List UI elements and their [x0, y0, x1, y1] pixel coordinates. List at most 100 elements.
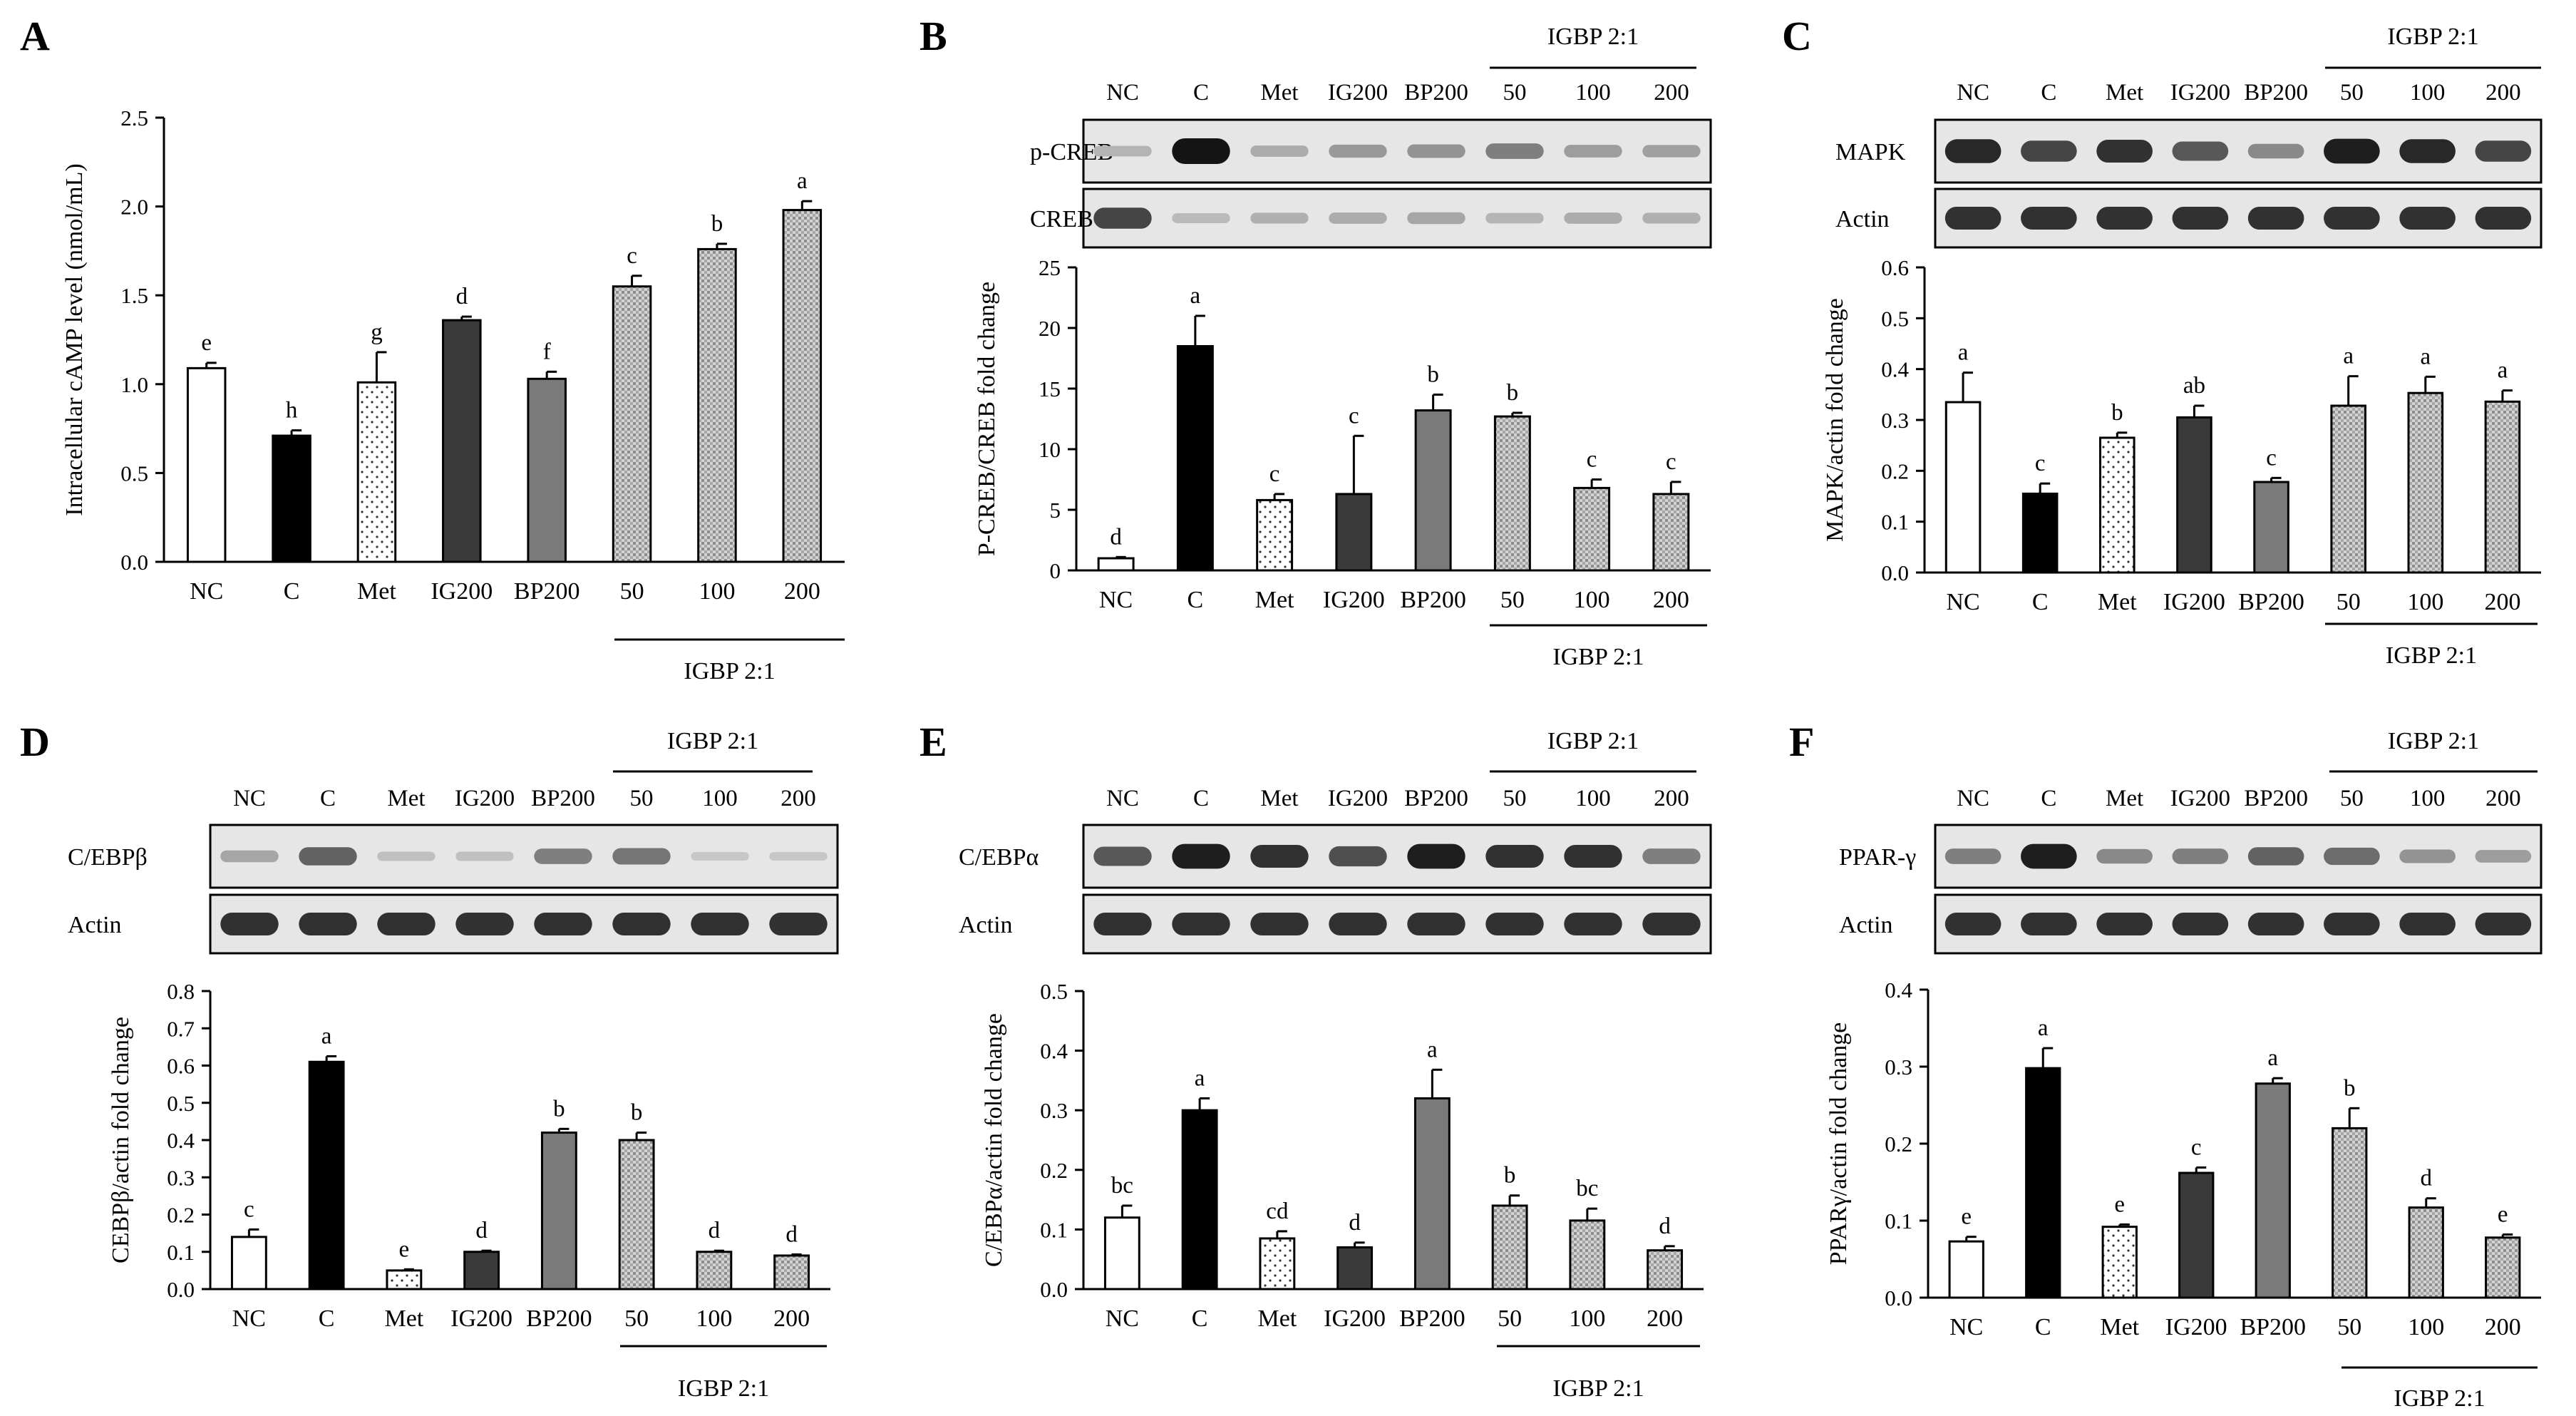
blot-row-label: C/EBPβ — [68, 844, 148, 871]
bar — [696, 1251, 733, 1291]
blot-band — [1642, 145, 1701, 158]
blot-band — [1407, 212, 1465, 225]
x-tick-label: NC — [1099, 587, 1133, 613]
panel-e: E NC C Met IG200 BP200 50 100 200 IGBP 2:1 C/EBPα A… — [919, 719, 1712, 1402]
significance-letter: bc — [1111, 1173, 1133, 1199]
group-label: IGBP 2:1 — [1552, 644, 1644, 670]
blot-band — [2096, 848, 2153, 864]
group-label: IGBP 2:1 — [2386, 642, 2477, 669]
blot-band — [769, 912, 828, 936]
significance-letter: a — [797, 168, 808, 194]
blot-band — [2475, 140, 2532, 162]
blot-band — [1485, 844, 1544, 868]
x-tick-label: 50 — [624, 1305, 649, 1332]
blot-band — [2475, 850, 2532, 863]
panel-letter: A — [20, 13, 50, 59]
blot-lane-label: 100 — [2410, 786, 2446, 811]
significance-letter: b — [711, 211, 723, 237]
y-tick-label: 0.5 — [167, 1091, 195, 1116]
blot-band — [1172, 843, 1230, 869]
significance-letter: b — [1504, 1163, 1516, 1189]
bar — [2101, 1226, 2138, 1299]
blot-band — [1407, 843, 1465, 869]
blot-row-label: Actin — [68, 912, 122, 938]
x-tick-label: BP200 — [2240, 1314, 2306, 1340]
blot-band — [1485, 212, 1544, 224]
blot-band — [1329, 212, 1387, 224]
y-axis-label: P-CREB/CREB fold change — [974, 282, 1000, 556]
bar — [1647, 1249, 1684, 1291]
x-tick-label: Met — [2098, 589, 2137, 615]
bar — [1256, 498, 1294, 572]
x-tick-label: 100 — [1574, 587, 1610, 613]
blot-band — [534, 912, 592, 936]
x-tick-label: BP200 — [1400, 587, 1466, 613]
bar — [697, 247, 737, 563]
y-tick-label: 0.3 — [167, 1165, 195, 1190]
significance-letter: h — [286, 398, 298, 424]
blot-lane-label: C — [2041, 786, 2056, 811]
blot-band — [1485, 912, 1544, 936]
significance-letter: c — [1587, 447, 1597, 473]
blot-band — [1172, 138, 1230, 164]
bar — [1414, 409, 1452, 572]
y-tick-label: 0.2 — [1885, 1132, 1912, 1156]
y-tick-label: 0.0 — [1881, 560, 1909, 585]
group-label: IGBP 2:1 — [684, 658, 775, 684]
y-tick-label: 0 — [1050, 558, 1061, 583]
blot-group-label: IGBP 2:1 — [1547, 24, 1639, 50]
bar — [1335, 493, 1373, 572]
bar — [2330, 404, 2366, 574]
blot-band — [2324, 206, 2380, 230]
significance-letter: e — [2114, 1191, 2125, 1217]
significance-letter: e — [2498, 1201, 2508, 1227]
blot-lane-label: Met — [2106, 80, 2143, 106]
blot-lane-label: IG200 — [2170, 786, 2230, 811]
y-tick-label: 5 — [1050, 498, 1061, 523]
significance-letter: a — [321, 1023, 332, 1049]
blot-row-label: MAPK — [1835, 139, 1906, 165]
blot-band — [1093, 145, 1152, 157]
significance-letter: c — [1349, 403, 1359, 429]
blot-lane-label: IG200 — [2170, 80, 2230, 106]
bar — [2408, 1206, 2444, 1299]
blot-band — [1093, 912, 1152, 936]
blot-lane-label: BP200 — [1404, 786, 1468, 811]
bar — [1103, 1216, 1140, 1291]
x-tick-label: BP200 — [2238, 589, 2304, 615]
blot-band — [2096, 139, 2153, 163]
blot-band — [2247, 206, 2304, 230]
significance-letter: a — [2498, 358, 2508, 384]
blot-group-label: IGBP 2:1 — [2387, 24, 2478, 50]
blot-group-label: IGBP 2:1 — [2388, 728, 2479, 754]
y-tick-label: 0.4 — [167, 1128, 195, 1153]
blot-lane-label: C — [320, 786, 336, 811]
blot-band — [2399, 139, 2456, 163]
x-tick-label: 100 — [1569, 1305, 1605, 1332]
blot-lane-label: BP200 — [531, 786, 595, 811]
blot-lane-label: 50 — [2340, 80, 2364, 106]
y-tick-label: 0.1 — [1885, 1209, 1912, 1233]
blot-row-label: Actin — [1839, 912, 1893, 938]
x-tick-label: 50 — [1500, 587, 1525, 613]
significance-letter: d — [785, 1221, 798, 1247]
blot-band — [1944, 139, 2001, 163]
bar — [1176, 345, 1214, 572]
blot-lane-label: Met — [2106, 786, 2143, 811]
y-tick-label: 1.5 — [120, 283, 148, 308]
blot-lane-label: Met — [1260, 786, 1298, 811]
blot-lane-label: 200 — [2485, 786, 2521, 811]
blot-lane-label: 50 — [1503, 80, 1527, 106]
blot-lane-label: IG200 — [1328, 786, 1388, 811]
bar — [1336, 1246, 1374, 1291]
bar — [308, 1060, 345, 1291]
y-tick-label: 0.0 — [120, 550, 148, 575]
x-tick-label: C — [284, 578, 300, 605]
x-tick-label: 100 — [2408, 1314, 2444, 1340]
significance-letter: c — [2266, 445, 2277, 471]
bar — [186, 366, 227, 563]
x-tick-label: Met — [357, 578, 396, 605]
blot-lane-label: IG200 — [455, 786, 515, 811]
x-tick-label: C — [2032, 589, 2049, 615]
y-tick-label: 0.0 — [167, 1277, 195, 1302]
